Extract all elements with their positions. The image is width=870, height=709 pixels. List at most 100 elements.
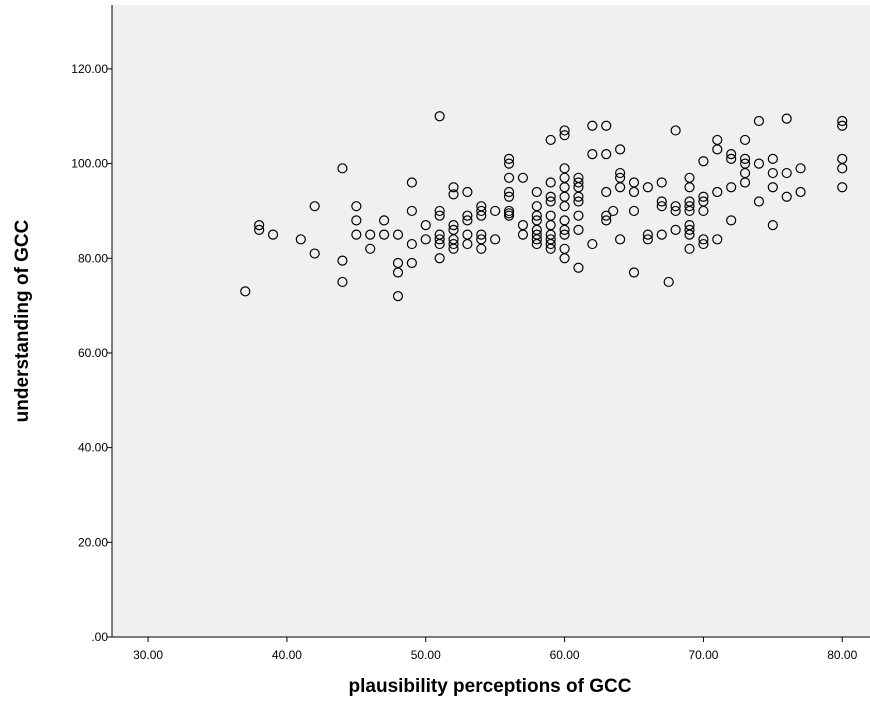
x-tick-label: 50.00 [411,648,441,662]
y-tick-label: 60.00 [78,346,108,360]
point [434,234,445,245]
point [573,210,584,221]
point [601,149,612,160]
y-tick-label: 80.00 [78,251,108,265]
point [559,224,570,235]
point [420,234,431,245]
point [337,163,348,174]
y-tick-label: 100.00 [71,157,108,171]
y-tick-label: 120.00 [71,62,108,76]
point [406,257,417,269]
point [698,234,709,245]
y-tick-label: 20.00 [78,535,108,549]
point [503,186,515,198]
point [628,267,640,278]
point [615,144,626,155]
point [503,158,515,169]
point [726,215,737,226]
point [462,210,473,221]
point [406,238,417,250]
point [684,229,695,240]
point [254,220,265,231]
point [351,201,362,212]
point [462,238,473,250]
point [698,238,709,250]
point [670,224,681,235]
point [448,220,459,231]
point [337,255,348,266]
point [295,234,306,245]
point [254,224,265,235]
point [503,172,515,183]
point [615,182,626,193]
point [587,149,598,160]
point [573,191,584,202]
point [587,120,598,131]
point [712,234,723,245]
point [753,115,765,127]
point [698,205,709,217]
point [462,215,473,226]
point [601,120,612,131]
point [698,191,709,202]
point [684,205,695,217]
point [837,163,848,174]
point [663,276,674,288]
point [726,149,737,160]
point [670,201,681,212]
x-tick-label: 40.00 [272,648,302,662]
point [670,205,681,217]
point [615,234,626,245]
point [448,243,459,254]
point [379,229,390,240]
point [628,205,640,217]
point [379,215,390,226]
x-axis-title: plausibility perceptions of GCC [349,676,632,697]
point [559,130,570,141]
point [545,238,556,250]
point [448,182,459,193]
point [573,262,584,273]
point [684,182,695,193]
point [795,186,806,198]
point [781,113,792,124]
point [642,234,653,245]
point [503,210,515,221]
point [837,182,848,193]
point [767,182,778,193]
point [309,248,320,259]
point [656,229,667,240]
point [837,115,848,127]
point [837,120,848,131]
x-tick-label: 70.00 [688,648,718,662]
point [503,153,515,164]
point [559,201,570,212]
point [434,111,445,122]
point [601,186,612,198]
point [531,238,542,250]
point [448,189,459,200]
point [656,196,667,207]
point [684,224,695,235]
point [462,186,473,198]
point [434,205,445,217]
point [739,177,751,188]
point [726,182,737,193]
point [517,172,529,183]
point [601,210,612,221]
point [767,167,778,179]
point [573,196,584,207]
point [712,186,723,198]
point [545,134,556,146]
point [628,186,640,198]
point [615,167,626,179]
point [476,210,487,221]
point [420,220,431,231]
y-axis-title: understanding of GCC [12,219,33,422]
plot-area [112,5,870,637]
point [476,229,487,240]
point [392,291,404,302]
y-tick-label: .00 [91,630,108,644]
point [767,220,778,231]
